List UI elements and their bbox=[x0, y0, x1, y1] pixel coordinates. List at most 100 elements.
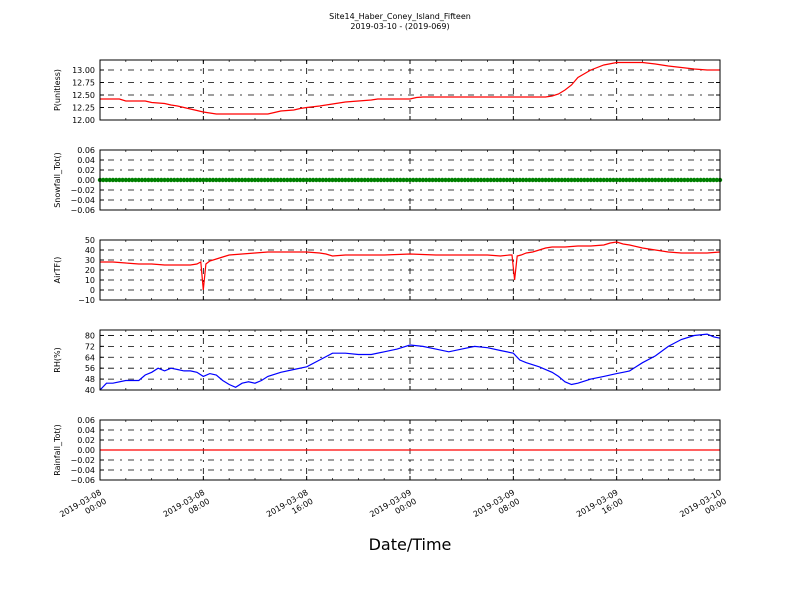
series-point bbox=[136, 177, 141, 183]
series-point bbox=[113, 177, 119, 183]
series-point bbox=[443, 177, 448, 183]
panel-4: 40 48 56 64 72 80 RH(%) bbox=[53, 329, 721, 395]
series-point bbox=[223, 177, 229, 183]
series-point bbox=[204, 177, 209, 183]
series-point bbox=[566, 177, 571, 183]
series-point bbox=[546, 177, 552, 183]
series-point bbox=[624, 177, 629, 183]
y-tick-label: −0.06 bbox=[70, 206, 95, 215]
series-point bbox=[472, 177, 477, 183]
series-point bbox=[714, 177, 719, 183]
series-point bbox=[511, 177, 516, 183]
series-point bbox=[246, 177, 251, 183]
series-point bbox=[181, 177, 187, 183]
series-point bbox=[559, 177, 564, 183]
series-line bbox=[99, 333, 721, 391]
y-tick-label: 0.06 bbox=[77, 146, 95, 155]
series-point bbox=[465, 177, 471, 183]
y-tick-label: 0.04 bbox=[77, 426, 95, 435]
series-point bbox=[585, 177, 590, 183]
panel-frame bbox=[99, 59, 721, 121]
series-point bbox=[288, 177, 293, 183]
series-point bbox=[320, 177, 326, 183]
series-point bbox=[107, 177, 112, 183]
series-point bbox=[294, 177, 300, 183]
y-tick-label: 0.06 bbox=[77, 416, 95, 425]
series-point bbox=[343, 177, 348, 183]
series-point bbox=[491, 177, 497, 183]
y-tick-label: 0.00 bbox=[77, 446, 95, 455]
series-point bbox=[553, 177, 558, 183]
series-point bbox=[540, 177, 545, 183]
series-point bbox=[691, 177, 697, 183]
series-point bbox=[110, 177, 116, 183]
series-point bbox=[675, 177, 681, 183]
series-point bbox=[430, 177, 435, 183]
y-tick-label: 10 bbox=[85, 276, 95, 285]
series-point bbox=[411, 177, 416, 183]
series-point bbox=[220, 177, 225, 183]
y-tick-label: 0 bbox=[90, 286, 95, 295]
series-point bbox=[601, 177, 606, 183]
series-point bbox=[485, 177, 490, 183]
series-point bbox=[404, 177, 409, 183]
series-point bbox=[469, 177, 474, 183]
series-point bbox=[611, 177, 616, 183]
series-point bbox=[701, 177, 707, 183]
y-tick-label: 0.04 bbox=[77, 156, 95, 165]
series-point bbox=[530, 177, 535, 183]
series-point bbox=[265, 177, 271, 183]
series-point bbox=[226, 177, 232, 183]
series-point bbox=[591, 177, 597, 183]
series-point bbox=[407, 177, 413, 183]
series-point bbox=[159, 177, 164, 183]
series-point bbox=[201, 177, 206, 183]
series-point bbox=[446, 177, 451, 183]
y-tick-label: 12.75 bbox=[72, 79, 95, 88]
y-tick-label: 50 bbox=[85, 236, 95, 245]
series-point bbox=[278, 177, 284, 183]
series-point bbox=[398, 177, 403, 183]
series-point bbox=[527, 177, 532, 183]
series-point bbox=[556, 177, 561, 183]
series-point bbox=[520, 177, 526, 183]
series-point bbox=[459, 177, 464, 183]
series-point bbox=[349, 177, 355, 183]
series-point bbox=[646, 177, 652, 183]
x-tick-label: 2019-03-0800:00 bbox=[58, 488, 108, 528]
series-point bbox=[656, 177, 661, 183]
series-point bbox=[685, 177, 690, 183]
series-point bbox=[236, 177, 242, 183]
series-point bbox=[475, 177, 481, 183]
series-point bbox=[310, 177, 316, 183]
series-point bbox=[679, 177, 684, 183]
series-point bbox=[423, 177, 429, 183]
series-point bbox=[582, 177, 587, 183]
y-tick-label: 48 bbox=[85, 375, 95, 384]
series-point bbox=[643, 177, 648, 183]
x-tick-label: 2019-03-0908:00 bbox=[472, 488, 522, 528]
y-axis-label: Rainfall_Tot() bbox=[53, 424, 62, 476]
series-point bbox=[549, 177, 555, 183]
series-point bbox=[155, 177, 161, 183]
series-point bbox=[178, 177, 183, 183]
series-point bbox=[507, 177, 513, 183]
y-tick-label: 12.25 bbox=[72, 104, 95, 113]
x-axis-label: Date/Time bbox=[369, 535, 452, 554]
series-point bbox=[175, 177, 180, 183]
series-point bbox=[501, 177, 506, 183]
series-point bbox=[327, 177, 332, 183]
series-point bbox=[640, 177, 645, 183]
y-tick-label: −0.02 bbox=[70, 456, 95, 465]
series-point bbox=[420, 177, 426, 183]
series-point bbox=[449, 177, 455, 183]
series-point bbox=[307, 177, 313, 183]
series-point bbox=[575, 177, 581, 183]
series-point bbox=[339, 177, 345, 183]
series-point bbox=[617, 177, 623, 183]
panel-frame bbox=[99, 419, 721, 481]
series-point bbox=[608, 177, 613, 183]
series-point bbox=[401, 177, 406, 183]
series-point bbox=[249, 177, 254, 183]
